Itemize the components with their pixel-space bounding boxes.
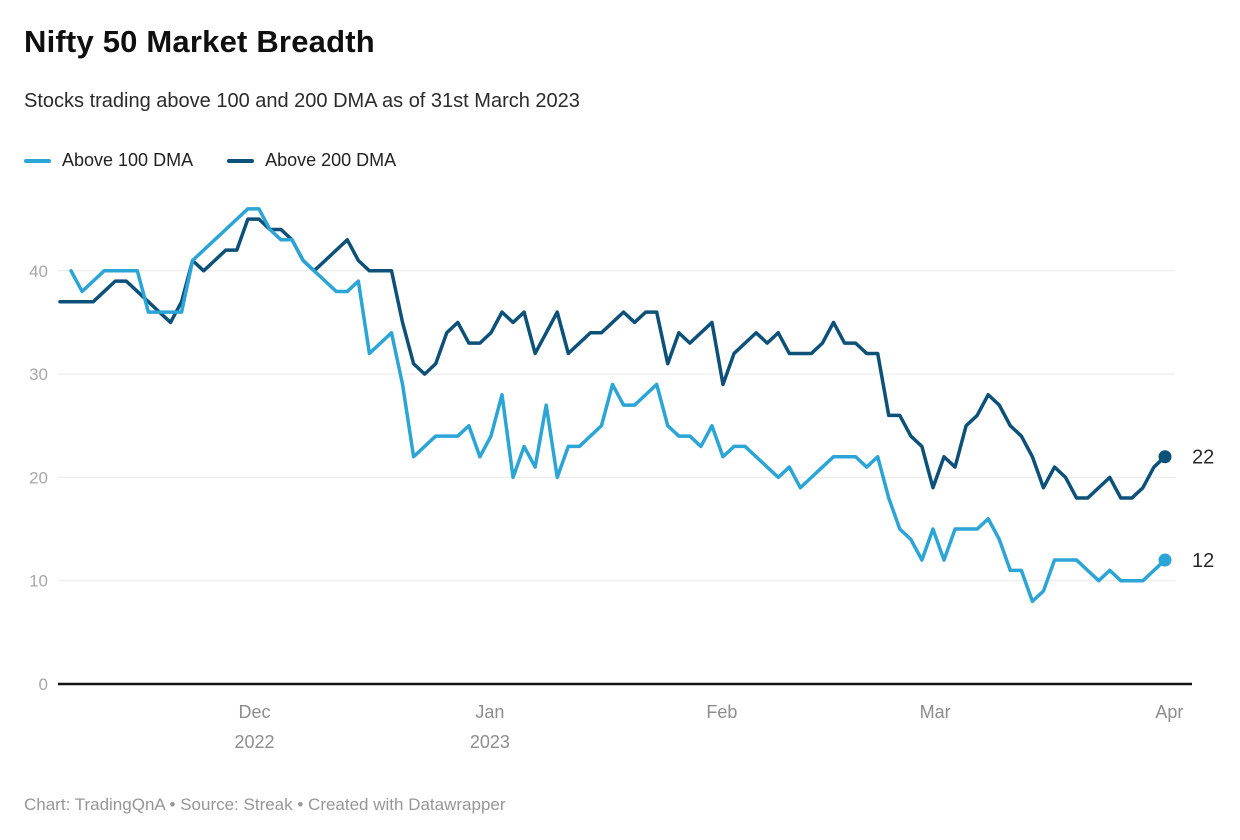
- series-end-dot-above-100-dma: [1158, 553, 1172, 567]
- legend-item-above-200-dma: Above 200 DMA: [227, 150, 396, 171]
- series-end-value-above-200-dma: 22: [1192, 447, 1214, 469]
- legend-label: Above 200 DMA: [265, 150, 397, 170]
- x-axis-tick-sublabel: 2023: [470, 732, 510, 752]
- legend-label: Above 100 DMA: [62, 150, 194, 170]
- series-line-above-100-dma: [69, 207, 1167, 604]
- y-axis-tick-label: 40: [29, 262, 48, 281]
- x-axis-tick-label: Apr: [1155, 702, 1183, 722]
- chart-subtitle: Stocks trading above 100 and 200 DMA as …: [24, 90, 580, 112]
- chart-svg: 0 10 20 30 40 Dec 2022 Jan 2023 Feb Mar Apr 22 12: [29, 207, 1214, 752]
- x-axis-tick-label: Mar: [920, 702, 951, 722]
- x-axis-tick-label: Feb: [706, 702, 737, 722]
- footer-credit: Chart: TradingQnA • Source: Streak • Cre…: [24, 795, 506, 814]
- x-axis-tick-label: Dec: [238, 702, 270, 722]
- series-line-above-200-dma: [58, 217, 1167, 500]
- legend-swatch-icon: [227, 158, 255, 163]
- x-axis-tick-label: Jan: [475, 702, 504, 722]
- legend-swatch-icon: [24, 158, 51, 163]
- series-end-value-above-100-dma: 12: [1192, 550, 1214, 572]
- chart-title: Nifty 50 Market Breadth: [24, 24, 375, 59]
- y-axis-tick-label: 20: [29, 468, 48, 487]
- series-end-dot-above-200-dma: [1158, 450, 1172, 464]
- legend-item-above-100-dma: Above 100 DMA: [24, 150, 193, 171]
- legend: Above 100 DMA Above 200 DMA: [24, 150, 396, 171]
- y-axis-tick-label: 10: [29, 572, 48, 591]
- x-axis-tick-sublabel: 2022: [234, 732, 274, 752]
- y-axis-tick-label: 30: [29, 365, 48, 384]
- y-axis-tick-label: 0: [39, 675, 48, 694]
